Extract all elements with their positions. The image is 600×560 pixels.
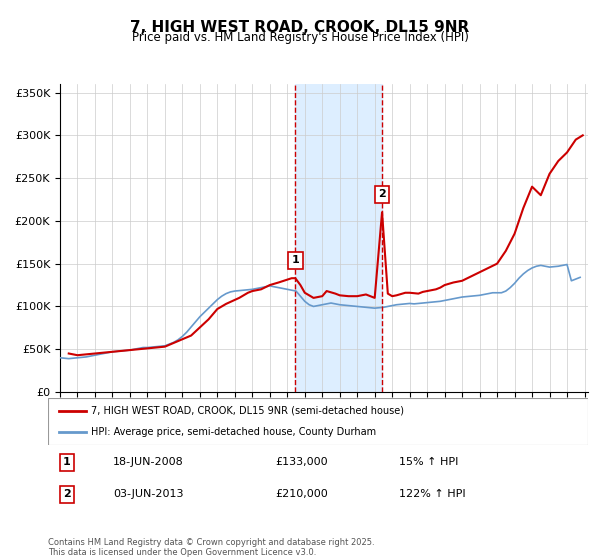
Text: 122% ↑ HPI: 122% ↑ HPI: [399, 489, 466, 500]
Text: £210,000: £210,000: [275, 489, 328, 500]
Text: 1: 1: [63, 457, 71, 467]
Text: 2: 2: [378, 189, 386, 199]
Text: HPI: Average price, semi-detached house, County Durham: HPI: Average price, semi-detached house,…: [91, 427, 376, 437]
Text: Price paid vs. HM Land Registry's House Price Index (HPI): Price paid vs. HM Land Registry's House …: [131, 31, 469, 44]
Text: 1: 1: [292, 255, 299, 265]
Text: 03-JUN-2013: 03-JUN-2013: [113, 489, 184, 500]
Text: £133,000: £133,000: [275, 457, 328, 467]
Text: Contains HM Land Registry data © Crown copyright and database right 2025.
This d: Contains HM Land Registry data © Crown c…: [48, 538, 374, 557]
Text: 2: 2: [63, 489, 71, 500]
FancyBboxPatch shape: [48, 398, 588, 445]
Text: 18-JUN-2008: 18-JUN-2008: [113, 457, 184, 467]
Text: 15% ↑ HPI: 15% ↑ HPI: [399, 457, 458, 467]
Text: 7, HIGH WEST ROAD, CROOK, DL15 9NR: 7, HIGH WEST ROAD, CROOK, DL15 9NR: [130, 20, 470, 35]
Bar: [295, 84, 382, 392]
Text: 7, HIGH WEST ROAD, CROOK, DL15 9NR (semi-detached house): 7, HIGH WEST ROAD, CROOK, DL15 9NR (semi…: [91, 406, 404, 416]
